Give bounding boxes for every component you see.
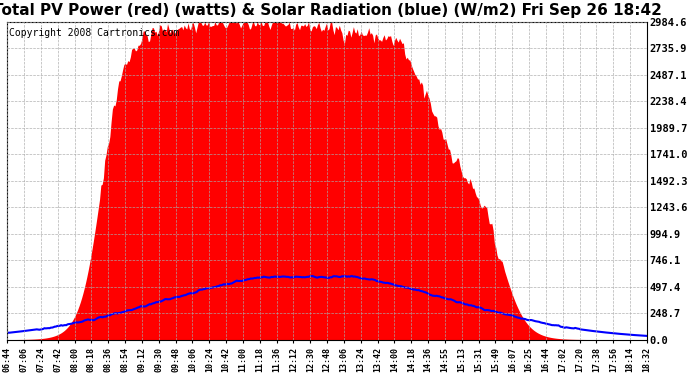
Text: Copyright 2008 Cartronics.com: Copyright 2008 Cartronics.com [8,28,179,38]
Title: Total PV Power (red) (watts) & Solar Radiation (blue) (W/m2) Fri Sep 26 18:42: Total PV Power (red) (watts) & Solar Rad… [0,3,662,18]
